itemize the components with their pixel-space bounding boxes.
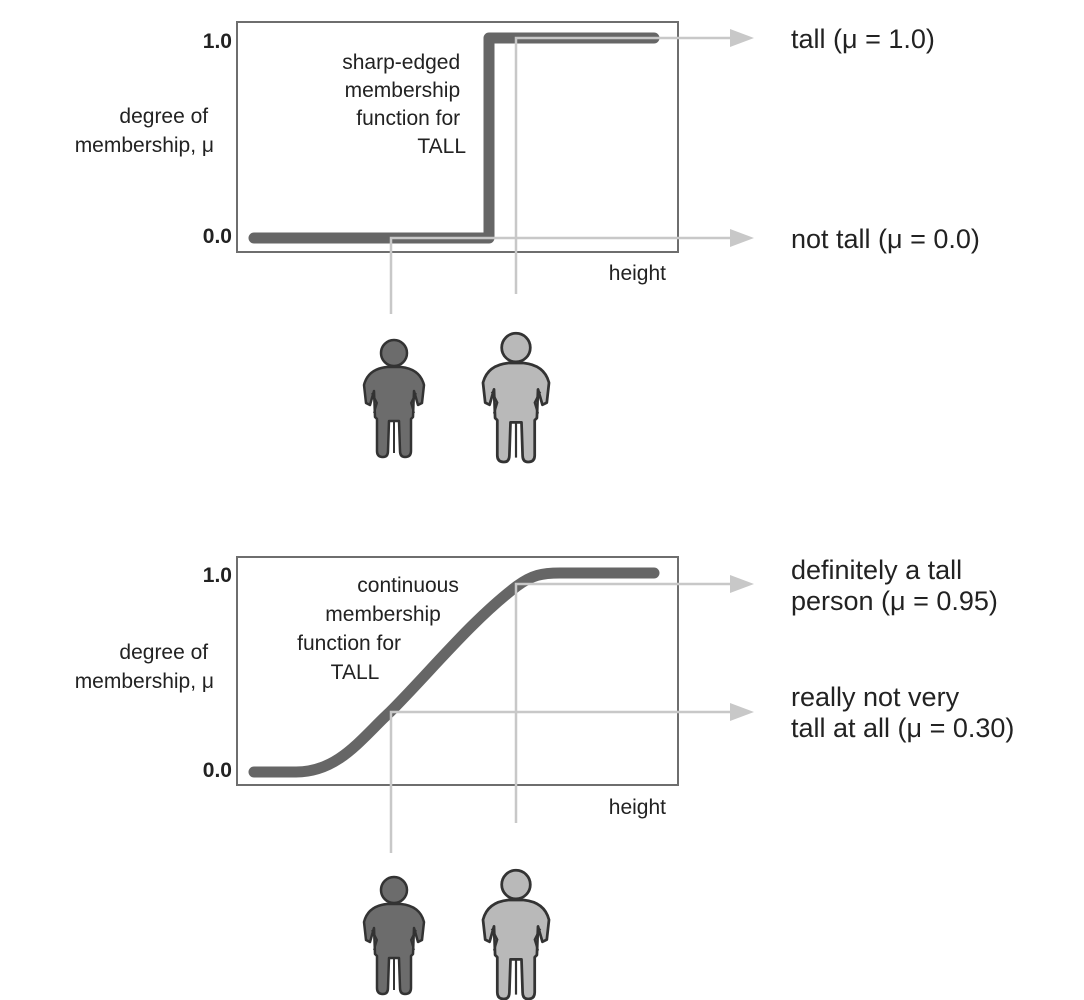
arrowhead-upper [730, 29, 754, 47]
pointer-line-tall [514, 582, 735, 823]
pointer-line-tall [514, 36, 735, 294]
pointer-line-short [389, 710, 735, 853]
plot-frame [236, 556, 679, 786]
arrowhead-lower [730, 703, 754, 721]
outcome-upper: definitely a tall person (μ = 0.95) [791, 555, 998, 616]
pointer-line-short [389, 236, 735, 314]
membership-curve-continuous [248, 567, 660, 778]
short-person-icon [362, 875, 426, 996]
outcome-upper: tall (μ = 1.0) [791, 24, 935, 54]
curve-label: sharp-edged membership function for TALL [342, 51, 466, 158]
outcome-lower: really not very tall at all (μ = 0.30) [791, 682, 1014, 743]
y-axis-label: degree of membership, μ [75, 105, 214, 157]
x-axis-label: height [609, 262, 666, 285]
y-axis-label: degree of membership, μ [75, 641, 214, 693]
ytick-top: 1.0 [203, 30, 232, 53]
panel-sharp: 1.0 0.0 degree of membership, μ height s… [75, 21, 980, 464]
ytick-bottom: 0.0 [203, 225, 232, 248]
tall-person-icon [481, 868, 551, 1000]
ytick-top: 1.0 [203, 564, 232, 587]
curve-label: continuous membership function for TALL [297, 574, 465, 684]
ytick-bottom: 0.0 [203, 759, 232, 782]
outcome-lower: not tall (μ = 0.0) [791, 224, 980, 254]
plot-frame [236, 21, 679, 253]
tall-person-icon [481, 331, 551, 464]
x-axis-label: height [609, 796, 666, 819]
arrowhead-upper [730, 575, 754, 593]
short-person-icon [362, 338, 426, 459]
panel-continuous: 1.0 0.0 degree of membership, μ height c… [75, 555, 1014, 1000]
arrowhead-lower [730, 229, 754, 247]
